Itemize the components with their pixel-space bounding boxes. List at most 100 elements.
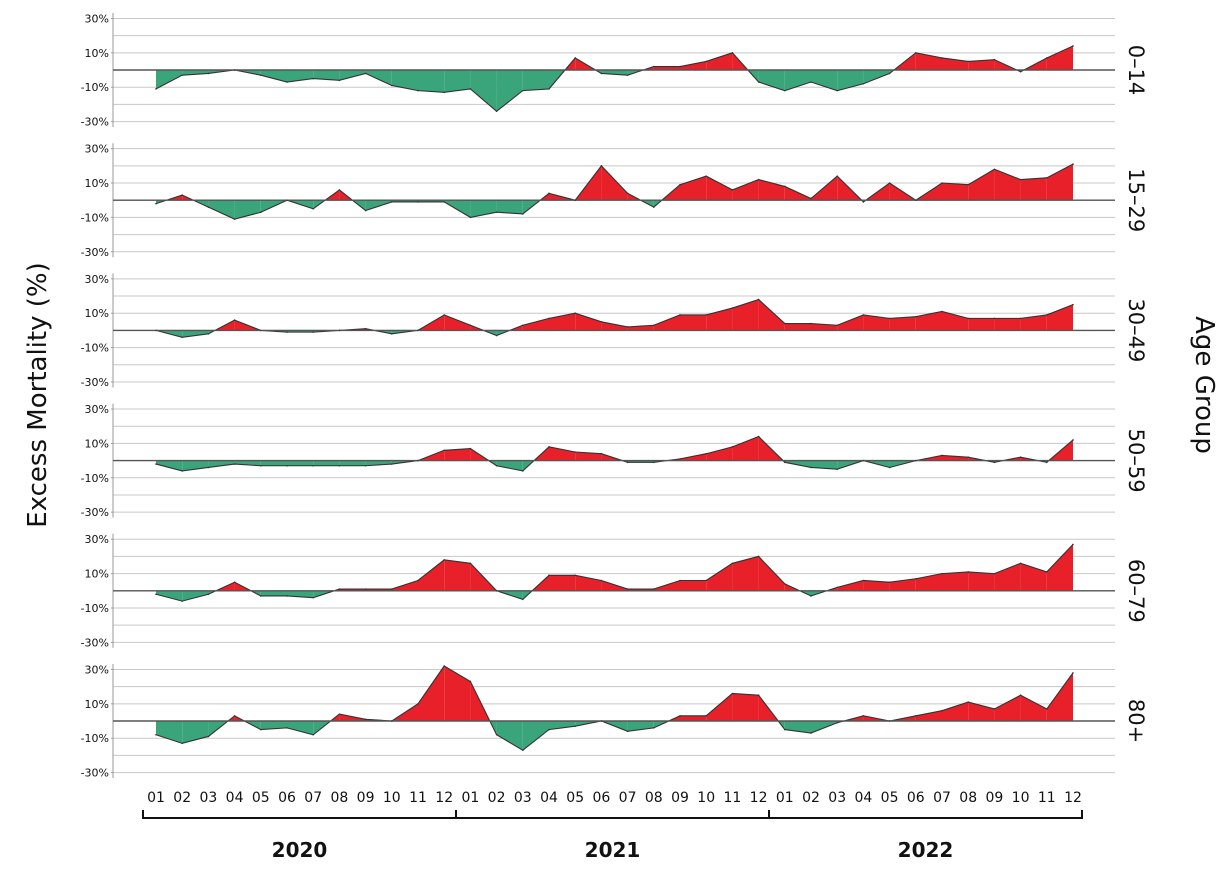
excess-area [758,299,785,331]
data-point [731,446,734,448]
excess-area [758,556,785,591]
deficit-area [260,70,287,83]
data-point [967,571,969,573]
month-tick-label: 12 [435,790,453,806]
data-point [1072,543,1074,546]
deficit-area [496,70,523,112]
data-point [836,468,838,470]
y-tick-label: 10% [85,568,109,581]
excess-area [575,313,602,331]
data-point [1019,317,1022,320]
deficit-area [365,460,392,466]
data-point [653,65,655,68]
y-tick-label: -30% [81,376,109,389]
data-point [888,182,891,184]
y-tick-label: 10% [85,307,109,320]
excess-area [942,183,969,201]
excess-area [418,559,445,591]
data-point [443,559,446,561]
deficit-area [260,460,287,466]
y-tick-label: 10% [85,177,109,190]
month-tick-label: 04 [854,790,872,806]
data-point [836,175,838,177]
age-group-label: 80+ [1124,699,1148,743]
excess-area [549,575,576,591]
data-point [443,91,446,94]
month-tick-label: 01 [461,790,479,806]
data-point [888,720,891,722]
data-point [1019,70,1022,73]
excess-area [706,563,733,591]
deficit-area [418,70,445,93]
excess-area [915,311,942,331]
data-point [312,77,315,80]
data-point [915,52,917,54]
data-point [260,74,262,76]
data-point [286,595,288,597]
deficit-area [339,460,366,466]
data-point [260,329,262,332]
data-point [417,201,419,203]
month-tick-label: 10 [697,790,715,806]
data-point [495,733,498,736]
deficit-area [758,70,785,91]
y-tick-label: 30% [85,12,109,25]
deficit-area [234,460,261,466]
month-tick-label: 11 [1038,790,1056,806]
data-point [862,82,865,85]
excess-area [549,446,576,461]
y-tick-label: -30% [81,506,109,519]
data-point [757,178,760,181]
deficit-area [496,460,523,471]
deficit-area [863,70,890,84]
excess-area [942,455,969,461]
deficit-area [496,721,523,751]
excess-area [837,580,864,591]
data-point [810,197,812,200]
data-point [443,449,446,452]
deficit-area [522,70,549,91]
y-tick-label: 30% [85,273,109,286]
excess-area [653,66,680,70]
data-point [207,333,210,335]
deficit-area [208,460,235,468]
excess-area [863,580,890,591]
month-tick-label: 10 [1012,790,1030,806]
data-point [731,189,734,191]
deficit-area [627,721,654,732]
data-point [574,725,576,727]
data-point [522,324,524,327]
data-point [600,165,603,167]
data-point [967,701,969,703]
y-tick-label: -30% [81,767,109,780]
data-point [862,579,865,582]
panel-80+: 30% 10% -10% -30% 80+ [81,663,1148,779]
excess-area [968,169,995,201]
year-label: 2022 [898,838,954,862]
data-point [548,728,550,731]
data-point [417,89,419,92]
data-point [1019,694,1022,697]
data-point [1072,303,1074,306]
month-tick-label: 12 [1064,790,1082,806]
data-point [469,324,472,327]
y-tick-label: 10% [85,47,109,60]
data-point [364,588,367,590]
data-point [653,727,655,729]
data-point [967,183,969,186]
data-point [522,598,524,601]
excess-area [1046,164,1073,201]
month-tick-label: 02 [488,790,506,806]
data-point [181,336,183,339]
data-point [548,192,550,195]
panel-15-29: 30% 10% -10% -30% 15–29 [81,143,1148,259]
excess-area [522,318,549,331]
data-point [731,307,734,309]
panel-60-79: 30% 10% -10% -30% 60–79 [81,533,1148,649]
excess-area [994,695,1021,721]
data-point [548,88,550,90]
data-point [757,81,760,83]
data-point [286,199,288,201]
series-line-30-49 [155,298,1074,338]
